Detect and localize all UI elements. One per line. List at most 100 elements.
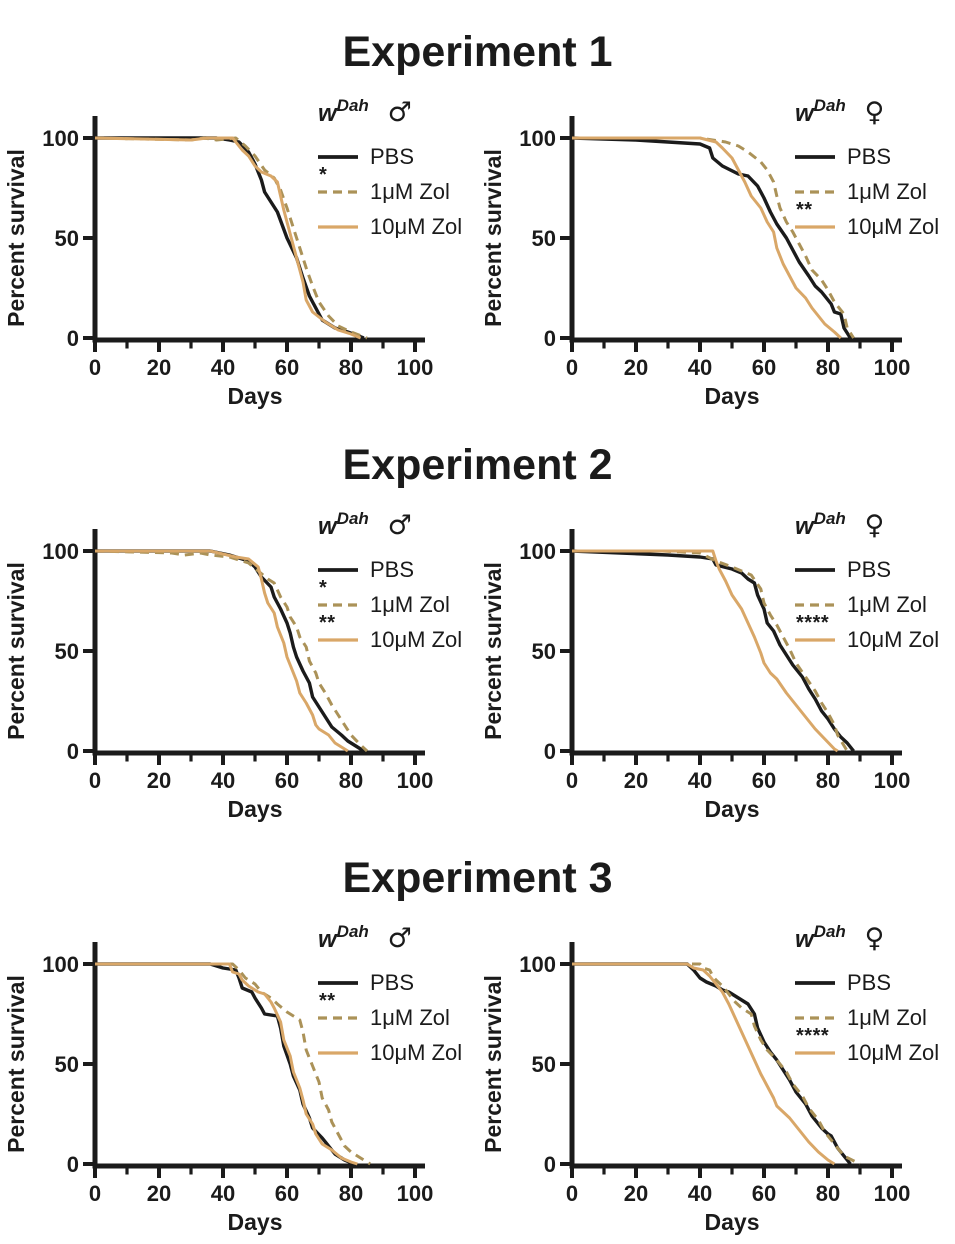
x-tick-label: 80: [339, 355, 363, 380]
x-tick-label: 100: [397, 355, 434, 380]
y-tick-label: 50: [55, 639, 79, 664]
y-tick-label: 0: [544, 326, 556, 351]
legend-label-10μm-zol: 10μM Zol: [847, 214, 939, 239]
experiment-2-title-bar: Experiment 2: [0, 413, 955, 496]
x-tick-label: 20: [624, 1181, 648, 1206]
x-tick-label: 20: [624, 355, 648, 380]
x-tick-label: 40: [688, 768, 712, 793]
chart-experiment-3-females: 0 20 40 60 80 100 0 50 100 Days Percent survival wD…: [477, 909, 954, 1239]
y-tick-label: 50: [55, 226, 79, 251]
legend-label-pbs: PBS: [370, 970, 414, 995]
survival-plot-female: 0 20 40 60 80 100 0 50 100 Days Percent survival wD…: [480, 922, 939, 1235]
series-line-1μm-zol: [572, 136, 855, 339]
x-tick-label: 60: [275, 1181, 299, 1206]
y-tick-label: 0: [67, 326, 79, 351]
series-line-pbs: [571, 136, 852, 339]
legend-genotype: wDah ♂: [318, 96, 412, 128]
x-tick-label: 0: [89, 1181, 101, 1206]
series-line-10μm-zol: [572, 549, 839, 753]
legend-genotype: wDah ♀: [795, 922, 884, 954]
x-tick-label: 100: [874, 355, 911, 380]
x-tick-label: 60: [275, 355, 299, 380]
series-line-10μm-zol: [572, 136, 842, 340]
chart-experiment-2-females: 0 20 40 60 80 100 0 50 100 Days Percent survival wD…: [477, 496, 954, 826]
significance-stars-1μm-zol: *: [319, 164, 327, 186]
significance-stars-10μm-zol: ****: [796, 1025, 829, 1047]
x-tick-label: 80: [816, 768, 840, 793]
x-tick-label: 20: [624, 768, 648, 793]
experiment-1-title-bar: Experiment 1: [0, 0, 955, 83]
y-axis-label: Percent survival: [3, 562, 29, 740]
significance-stars-1μm-zol: *: [319, 577, 327, 599]
series-line-pbs: [95, 549, 365, 753]
x-tick-label: 0: [566, 355, 578, 380]
legend-genotype: wDah ♀: [795, 509, 884, 541]
series-line-1μm-zol: [95, 962, 371, 1166]
y-axis-label: Percent survival: [3, 975, 29, 1153]
legend-label-10μm-zol: 10μM Zol: [370, 627, 462, 652]
legend-label-10μm-zol: 10μM Zol: [370, 214, 462, 239]
chart-experiment-1-males: 0 20 40 60 80 100 0 50 100 Days Percent survival wD…: [0, 83, 477, 413]
x-tick-label: 80: [339, 768, 363, 793]
series-line-1μm-zol: [572, 549, 849, 752]
series-line-1μm-zol: [572, 962, 861, 1166]
survival-plot-male: 0 20 40 60 80 100 0 50 100 Days Percent survival wD…: [3, 509, 462, 822]
y-tick-label: 100: [42, 952, 79, 977]
y-tick-label: 0: [67, 739, 79, 764]
legend-label-pbs: PBS: [847, 144, 891, 169]
experiment-3-title: Experiment 3: [342, 854, 613, 902]
x-tick-label: 60: [752, 1181, 776, 1206]
series-line-10μm-zol: [95, 549, 349, 753]
x-axis-label: Days: [228, 796, 283, 822]
x-tick-label: 100: [874, 768, 911, 793]
series-line-pbs: [572, 962, 852, 1166]
y-axis-label: Percent survival: [3, 149, 29, 327]
y-tick-label: 100: [519, 539, 556, 564]
y-tick-label: 50: [532, 639, 556, 664]
legend-label-1μm-zol: 1μM Zol: [847, 179, 927, 204]
survival-plot-male: 0 20 40 60 80 100 0 50 100 Days Percent survival wD…: [3, 922, 462, 1235]
y-tick-label: 100: [42, 126, 79, 151]
chart-experiment-2-males: 0 20 40 60 80 100 0 50 100 Days Percent survival wD…: [0, 496, 477, 826]
y-tick-label: 100: [42, 539, 79, 564]
x-tick-label: 60: [752, 768, 776, 793]
series-line-1μm-zol: [94, 136, 368, 340]
legend-genotype: wDah ♀: [795, 96, 884, 128]
legend-label-1μm-zol: 1μM Zol: [370, 179, 450, 204]
male-symbol: ♂: [369, 510, 412, 541]
legend-label-1μm-zol: 1μM Zol: [847, 592, 927, 617]
series-line-10μm-zol: [572, 962, 836, 1166]
x-tick-label: 20: [147, 355, 171, 380]
series-line-1μm-zol: [94, 549, 369, 753]
experiment-1-charts: 0 20 40 60 80 100 0 50 100 Days Percent survival wD…: [0, 83, 955, 413]
y-axis-label: Percent survival: [480, 149, 506, 327]
legend-label-1μm-zol: 1μM Zol: [370, 592, 450, 617]
female-symbol: ♀: [846, 510, 885, 541]
x-tick-label: 100: [874, 1181, 911, 1206]
experiment-1-title: Experiment 1: [342, 28, 613, 76]
x-tick-label: 20: [147, 768, 171, 793]
x-tick-label: 60: [752, 355, 776, 380]
experiment-2-title: Experiment 2: [342, 441, 613, 489]
experiment-3-charts: 0 20 40 60 80 100 0 50 100 Days Percent survival wD…: [0, 909, 955, 1239]
legend-label-pbs: PBS: [370, 144, 414, 169]
x-axis-label: Days: [228, 1209, 283, 1235]
x-tick-label: 0: [89, 768, 101, 793]
y-axis-label: Percent survival: [480, 562, 506, 740]
x-tick-label: 80: [816, 355, 840, 380]
x-tick-label: 40: [211, 355, 235, 380]
experiment-3-section: Experiment 3 0 20 40 60 80 100 0 50 100 Days Perce…: [0, 826, 955, 1239]
significance-stars-1μm-zol: **: [319, 990, 336, 1012]
survival-plot-female: 0 20 40 60 80 100 0 50 100 Days Percent survival wD…: [480, 509, 939, 822]
y-tick-label: 0: [544, 1152, 556, 1177]
x-tick-label: 80: [816, 1181, 840, 1206]
y-tick-label: 50: [532, 226, 556, 251]
chart-experiment-1-females: 0 20 40 60 80 100 0 50 100 Days Percent survival wD…: [477, 83, 954, 413]
significance-stars-10μm-zol: **: [319, 612, 336, 634]
y-tick-label: 0: [544, 739, 556, 764]
x-tick-label: 0: [566, 768, 578, 793]
significance-stars-10μm-zol: ****: [796, 612, 829, 634]
series-line-10μm-zol: [94, 136, 362, 340]
survival-plot-female: 0 20 40 60 80 100 0 50 100 Days Percent survival wD…: [480, 96, 939, 409]
